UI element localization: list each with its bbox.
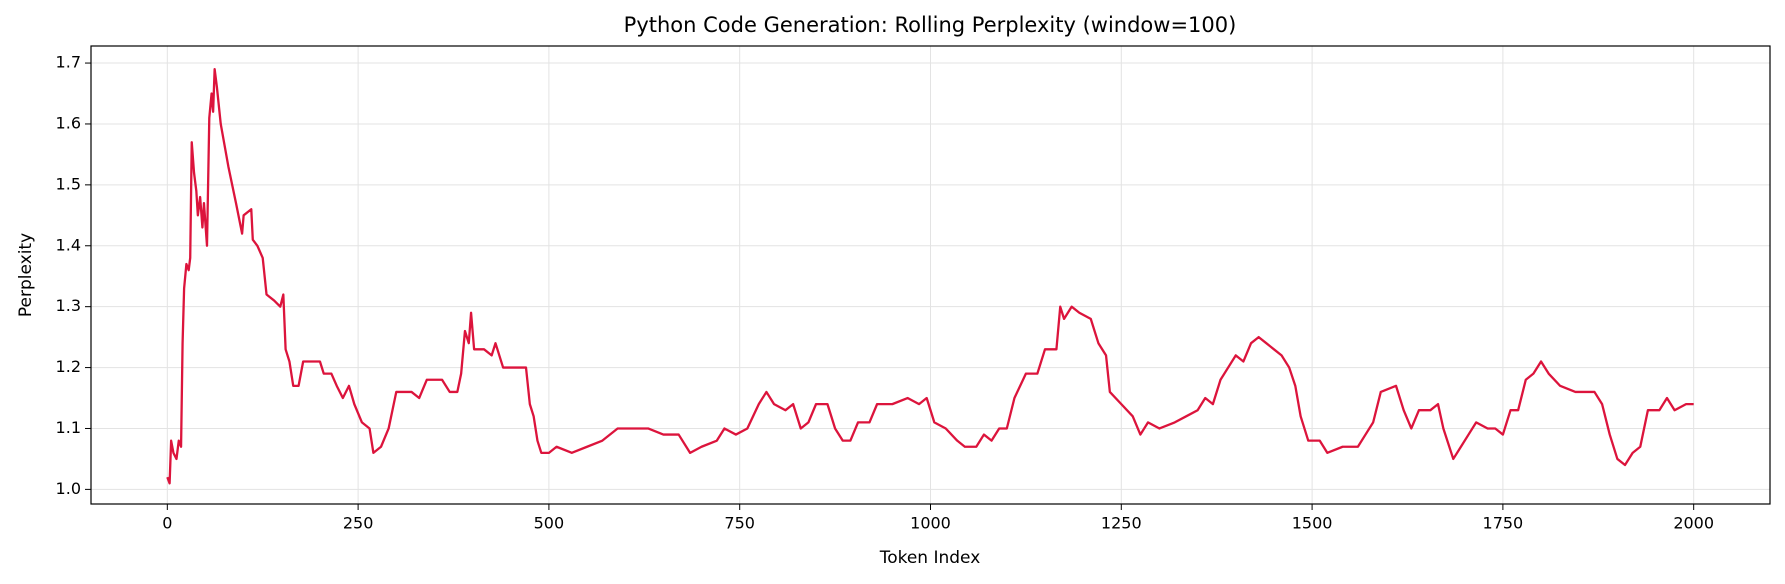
x-tick-label: 2000 bbox=[1673, 514, 1714, 533]
x-tick-label: 750 bbox=[724, 514, 755, 533]
y-axis-label: Perplexity bbox=[16, 233, 36, 317]
y-tick-label: 1.3 bbox=[56, 296, 81, 315]
y-tick-label: 1.4 bbox=[56, 235, 81, 254]
x-axis-label: Token Index bbox=[879, 548, 981, 568]
plot-frame bbox=[90, 45, 1771, 505]
x-tick-label: 1000 bbox=[910, 514, 951, 533]
data-line bbox=[166, 67, 1694, 485]
y-tick-label: 1.1 bbox=[56, 418, 81, 437]
y-tick-label: 1.0 bbox=[56, 479, 81, 498]
x-tick-label: 1750 bbox=[1483, 514, 1524, 533]
x-tick-label: 1500 bbox=[1292, 514, 1333, 533]
chart-title: Python Code Generation: Rolling Perplexi… bbox=[624, 13, 1237, 37]
x-tick-label: 250 bbox=[343, 514, 374, 533]
x-tick-label: 500 bbox=[534, 514, 565, 533]
x-tick-label: 0 bbox=[162, 514, 172, 533]
y-tick-label: 1.2 bbox=[56, 357, 81, 376]
y-tick-label: 1.7 bbox=[56, 53, 81, 72]
y-tick-label: 1.6 bbox=[56, 113, 81, 132]
y-tick-label: 1.5 bbox=[56, 174, 81, 193]
x-tick-label: 1250 bbox=[1101, 514, 1142, 533]
